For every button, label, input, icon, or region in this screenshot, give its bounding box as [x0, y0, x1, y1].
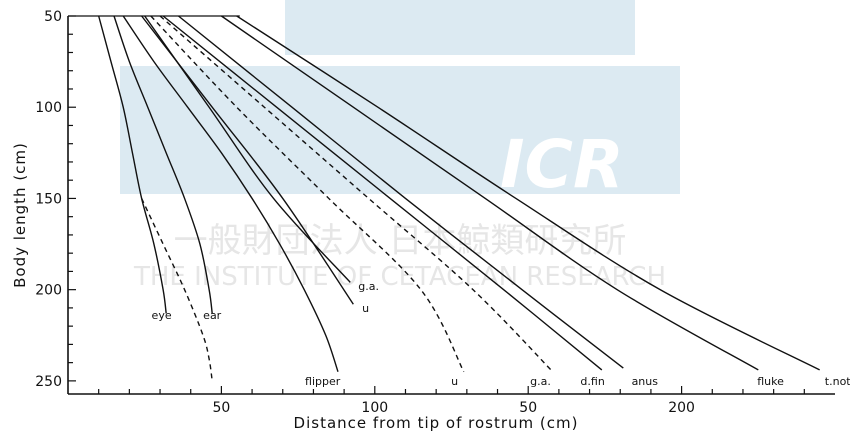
watermark-block-main [120, 66, 680, 194]
series-line-tnotch-solid [236, 15, 820, 371]
series-label-u: u [451, 375, 458, 388]
watermark-jp: 一般財団法人 日本鯨類研究所 [174, 221, 627, 261]
x-tick-label: 200 [668, 400, 695, 416]
y-tick-label: 100 [35, 100, 62, 116]
x-tick-label: 50 [519, 400, 537, 416]
axes: 50 100 150 200 250 50 100 50 200 [35, 9, 835, 416]
series-line-u-dashed [150, 15, 465, 373]
series-line-fluke-solid [221, 15, 759, 371]
watermark-block-top [285, 0, 635, 55]
icr-watermark: ICR 一般財団法人 日本鯨類研究所 THE INSTITUTE OF CETA… [120, 0, 680, 292]
series-label-flipper: flipper [305, 375, 341, 388]
y-axis-title: Body length (cm) [11, 142, 29, 288]
y-tick-label: 200 [35, 283, 62, 299]
y-tick-label: 50 [44, 9, 62, 25]
series-label-u: u [362, 302, 369, 315]
series-line-dfin-solid [162, 15, 603, 371]
series-line-eye-solid [98, 15, 167, 314]
watermark-en: THE INSTITUTE OF CETACEAN RESEARCH [133, 262, 666, 292]
series-label-eye: eye [152, 309, 172, 322]
series-label-ga: g.a. [530, 375, 551, 388]
y-tick-label: 250 [35, 374, 62, 390]
series-line-flipper-solid [122, 15, 339, 372]
x-tick-label: 100 [361, 400, 388, 416]
series-line-u-solid [141, 15, 354, 305]
watermark-brand: ICR [500, 126, 624, 203]
x-tick-label: 50 [212, 400, 230, 416]
curves [98, 15, 820, 381]
y-tick-label: 150 [35, 191, 62, 207]
curve-labels: eye ear flipper g.a. u u g.a. d.fin anus fluke t.n… [152, 280, 850, 388]
series-label-ear: ear [203, 309, 222, 322]
series-line-anus-solid [178, 15, 624, 369]
series-line-eye-dashed [140, 198, 213, 381]
series-line-ear-solid [113, 15, 213, 314]
series-label-anus: anus [632, 375, 659, 388]
series-label-fluke: fluke [757, 375, 784, 388]
series-label-dfin: d.fin [580, 375, 604, 388]
series-label-ga: g.a. [358, 280, 379, 293]
x-axis-title: Distance from tip of rostrum (cm) [294, 414, 579, 432]
series-label-tnotch: t.notch [825, 375, 850, 388]
